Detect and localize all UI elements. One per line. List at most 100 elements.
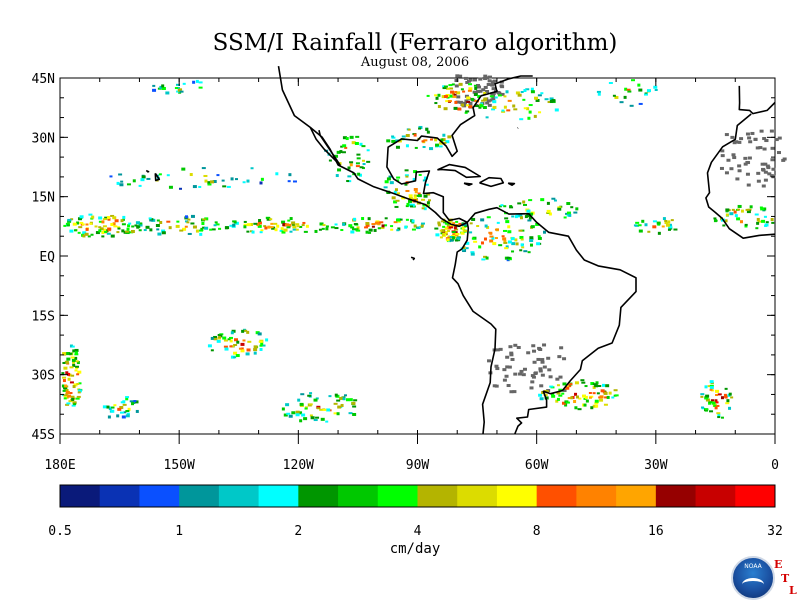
rain-cell (566, 211, 571, 215)
no-data-cell (782, 157, 787, 161)
rain-cell (69, 344, 73, 348)
rain-cell (707, 385, 712, 388)
rain-cell (326, 408, 331, 412)
colorbar-swatch (616, 485, 657, 507)
rain-cell (494, 96, 498, 99)
rain-cell (101, 220, 105, 224)
rain-cell (148, 217, 152, 220)
no-data-cell (745, 132, 750, 136)
rain-cell (404, 169, 409, 172)
rain-cell (187, 218, 191, 221)
rain-cell (280, 227, 284, 231)
rain-cell (228, 336, 233, 339)
rain-cell (371, 225, 375, 228)
no-data-cell (763, 178, 768, 182)
rain-cell (141, 175, 146, 179)
rain-cell (103, 228, 107, 232)
rain-cell (599, 395, 604, 399)
rain-cell (646, 89, 651, 93)
rain-cell (537, 236, 542, 240)
no-data-cell (476, 90, 481, 94)
rain-cell (612, 94, 616, 97)
no-data-cell (739, 137, 744, 141)
no-data-cell (540, 373, 545, 377)
rain-cell (74, 351, 78, 355)
colorbar-units: cm/day (389, 541, 441, 557)
rain-cell (174, 87, 178, 90)
rain-cell (347, 166, 351, 170)
rain-cell (421, 207, 425, 210)
rain-cell (395, 218, 400, 222)
rain-cell (386, 177, 391, 181)
rain-cell (72, 385, 76, 389)
lon-label: 30W (644, 458, 668, 473)
rain-cell (709, 388, 713, 391)
rain-cell (120, 411, 125, 414)
rain-cell (498, 244, 503, 247)
rain-cell (246, 230, 250, 233)
no-data-cell (500, 92, 505, 96)
rain-cell (63, 224, 67, 227)
rain-cell (286, 412, 291, 415)
rain-cell (421, 222, 426, 225)
rain-cell (396, 176, 401, 179)
no-data-cell (769, 129, 774, 133)
rain-cell (67, 377, 71, 381)
rain-cell (657, 223, 661, 226)
rain-cell (556, 391, 561, 395)
rain-cell (470, 97, 474, 101)
rain-cell (343, 394, 347, 397)
no-data-cell (464, 99, 469, 103)
rain-cell (498, 205, 502, 208)
rain-cell (405, 218, 409, 221)
rain-cell (337, 168, 342, 172)
rain-cell (122, 403, 127, 406)
no-data-cell (463, 76, 468, 80)
rain-cell (541, 391, 545, 395)
rain-cell (763, 215, 767, 218)
rain-cell (71, 397, 75, 401)
rain-cell (700, 393, 705, 396)
rain-cell (542, 230, 546, 234)
rain-cell (483, 91, 487, 95)
rain-cell (63, 394, 68, 397)
rain-cell (526, 209, 531, 213)
coastline (705, 113, 776, 239)
rain-cell (295, 228, 299, 231)
rain-cell (717, 416, 721, 419)
etl-letter-e: E (774, 558, 783, 571)
rain-cell (295, 413, 300, 417)
rain-cell (245, 352, 250, 356)
no-data-cell (559, 346, 564, 350)
rain-cell (413, 224, 417, 228)
no-data-cell (731, 153, 736, 157)
rain-cell (503, 241, 508, 244)
rain-cell (522, 203, 527, 206)
rain-cell (638, 88, 643, 92)
rain-cell (251, 230, 255, 234)
rain-cell (757, 220, 762, 223)
rain-cell (426, 94, 430, 97)
rain-cell (117, 226, 121, 229)
rain-cell (267, 225, 271, 229)
rain-cell (724, 387, 728, 390)
rain-cell (396, 229, 400, 232)
rain-cell (234, 338, 239, 342)
no-data-cell (513, 343, 518, 347)
rain-cell (117, 227, 121, 230)
rain-cell (450, 90, 455, 94)
rain-cell (713, 219, 717, 223)
rain-cell (64, 360, 69, 364)
rain-cell (520, 238, 524, 241)
map-subtitle: August 08, 2006 (360, 55, 470, 70)
rain-cell (470, 251, 475, 254)
rain-cell (158, 173, 162, 176)
rain-cell (62, 379, 66, 383)
rain-cell (214, 221, 218, 224)
rain-cell (535, 98, 540, 102)
rain-cell (287, 219, 291, 222)
rain-cell (462, 226, 467, 229)
rain-cell (414, 190, 418, 194)
no-data-cell (481, 88, 486, 92)
